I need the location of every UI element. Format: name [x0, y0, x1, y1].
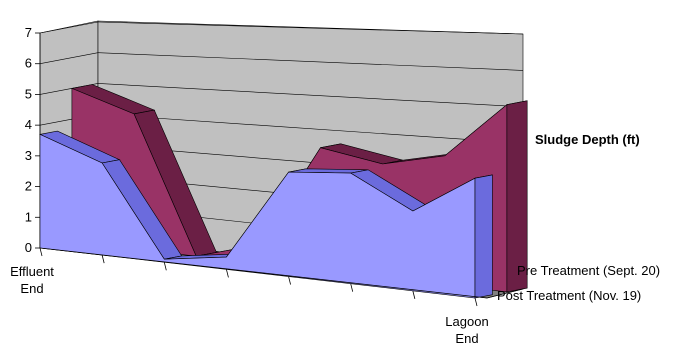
back-gridline [97, 52, 524, 71]
x-tick-label: Lagoon [445, 314, 488, 329]
back-gridline [97, 83, 524, 108]
y-tick-label: 6 [25, 56, 32, 71]
series-axis: Post Treatment (Nov. 19) Pre Treatment (S… [486, 263, 660, 303]
y-tick-label: 7 [25, 25, 32, 40]
series-end-cap [506, 100, 528, 293]
x-tick [350, 283, 354, 292]
x-tick [163, 262, 167, 271]
x-tick [39, 247, 43, 257]
depth-axis-line [486, 288, 524, 299]
side-gridline [39, 52, 99, 65]
back-gridline [97, 21, 524, 35]
series-post-treatment [39, 130, 493, 299]
side-gridline [39, 21, 99, 34]
series-label: Pre Treatment (Sept. 20) [517, 263, 660, 278]
x-tick [474, 297, 478, 307]
x-tick-label: End [20, 281, 43, 296]
y-tick-label: 2 [25, 179, 32, 194]
y-tick-label: 1 [25, 209, 32, 224]
y-axis: 0 1 2 3 4 5 6 7 [25, 25, 41, 255]
x-tick-label: End [455, 331, 478, 346]
x-axis-line [39, 247, 488, 299]
depth-axis-title: Sludge Depth (ft) [535, 132, 640, 147]
y-tick-label: 4 [25, 117, 32, 132]
y-tick-label: 5 [25, 86, 32, 101]
series-label: Post Treatment (Nov. 19) [497, 288, 641, 303]
y-tick-label: 3 [25, 148, 32, 163]
x-tick [226, 269, 229, 278]
back-gridline [97, 113, 524, 144]
x-axis: Effluent End Lagoon End [10, 247, 489, 346]
y-tick-label: 0 [25, 240, 32, 255]
x-tick-label: Effluent [10, 264, 54, 279]
x-tick [288, 276, 291, 285]
series-end-cap [474, 174, 493, 299]
x-tick [101, 255, 105, 264]
x-tick [412, 290, 416, 299]
